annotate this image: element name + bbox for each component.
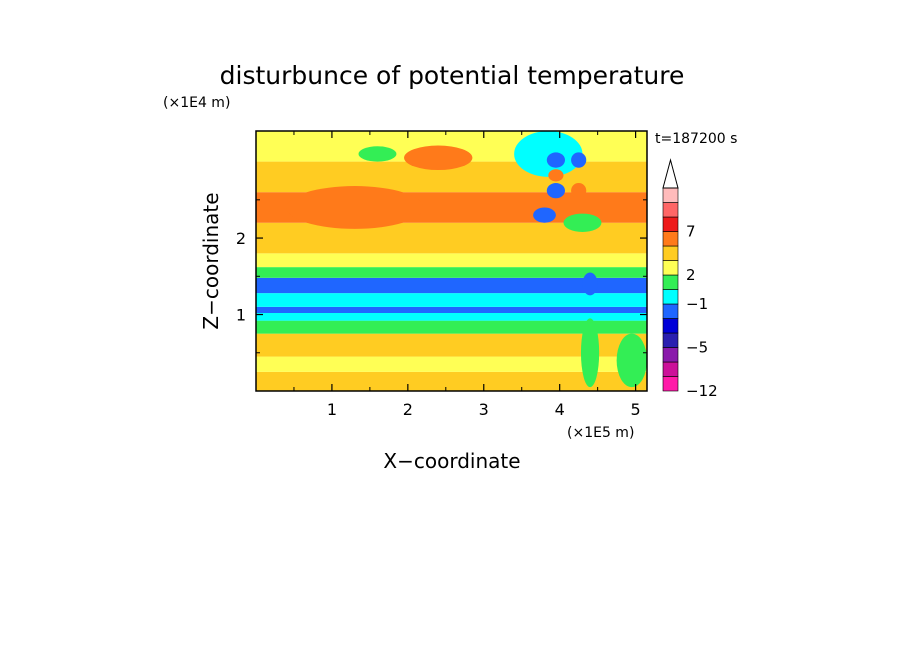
contour-band-8 (256, 267, 647, 278)
time-label: t=187200 s (655, 131, 737, 147)
x-tick-label: 5 (631, 400, 641, 419)
x-tick-label: 2 (403, 400, 413, 419)
contour-plot-area (256, 131, 647, 391)
contour-anomaly-3 (514, 131, 583, 177)
plot-frame (255, 130, 648, 392)
contour-anomaly-8 (548, 169, 564, 182)
contour-anomaly-2 (358, 146, 397, 162)
colorbar-label: 7 (686, 223, 696, 241)
x-tick-label: 1 (327, 400, 337, 419)
chart-title: disturbunce of potential temperature (220, 61, 685, 90)
x-tick-label: 3 (479, 400, 489, 419)
contour-band-7 (256, 277, 647, 294)
contour-anomaly-7 (571, 183, 587, 199)
contour-band-2 (256, 333, 647, 357)
contour-anomaly-6 (546, 183, 566, 199)
colorbar-label: −5 (686, 339, 708, 357)
colorbar-swatch (662, 202, 679, 218)
contour-band-4 (256, 313, 647, 321)
contour-anomaly-0 (286, 186, 424, 229)
contour-band-5 (256, 306, 647, 313)
colorbar-swatch (662, 245, 679, 261)
contour-band-3 (256, 320, 647, 334)
colorbar-label: −1 (686, 295, 708, 313)
colorbar-swatch (662, 260, 679, 276)
contour-anomaly-13 (616, 333, 647, 388)
colorbar-swatch (662, 274, 679, 290)
colorbar: −12−5−127 (662, 158, 718, 400)
colorbar-swatch (662, 318, 679, 334)
colorbar-swatch (662, 289, 679, 305)
colorbar-swatch (662, 303, 679, 319)
y-tick-label: 1 (236, 306, 246, 325)
contour-anomaly-9 (533, 207, 556, 223)
y-tick-label: 2 (236, 229, 246, 248)
x-axis-label: X−coordinate (383, 449, 520, 473)
contour-anomaly-10 (563, 213, 602, 232)
x-unit-label: (×1E5 m) (567, 425, 634, 441)
colorbar-swatch (662, 347, 679, 363)
contour-band-0 (256, 371, 647, 391)
contour-band-1 (256, 356, 647, 372)
colorbar-swatch (662, 376, 679, 392)
colorbar-swatch (662, 216, 679, 232)
contour-anomaly-1 (404, 145, 473, 170)
y-axis: 12 (236, 199, 647, 354)
y-unit-label: (×1E4 m) (163, 95, 230, 111)
contour-band-9 (256, 253, 647, 268)
contour-anomaly-4 (546, 152, 566, 168)
y-axis-label: Z−coordinate (199, 192, 223, 329)
contour-band-6 (256, 293, 647, 307)
colorbar-label: 2 (686, 266, 696, 284)
x-tick-label: 4 (555, 400, 565, 419)
colorbar-swatch (662, 231, 679, 247)
contour-anomaly-5 (571, 152, 587, 168)
colorbar-swatch (662, 332, 679, 348)
colorbar-label: −12 (686, 382, 718, 400)
colorbar-extend-arrow (662, 158, 679, 189)
colorbar-swatch (662, 361, 679, 377)
x-axis: 1 2 3 4 5 (293, 131, 641, 419)
contour-anomalies (286, 131, 647, 388)
colorbar-swatch (662, 187, 679, 203)
contour-anomaly-11 (580, 318, 600, 388)
contour-anomaly-12 (582, 272, 598, 296)
